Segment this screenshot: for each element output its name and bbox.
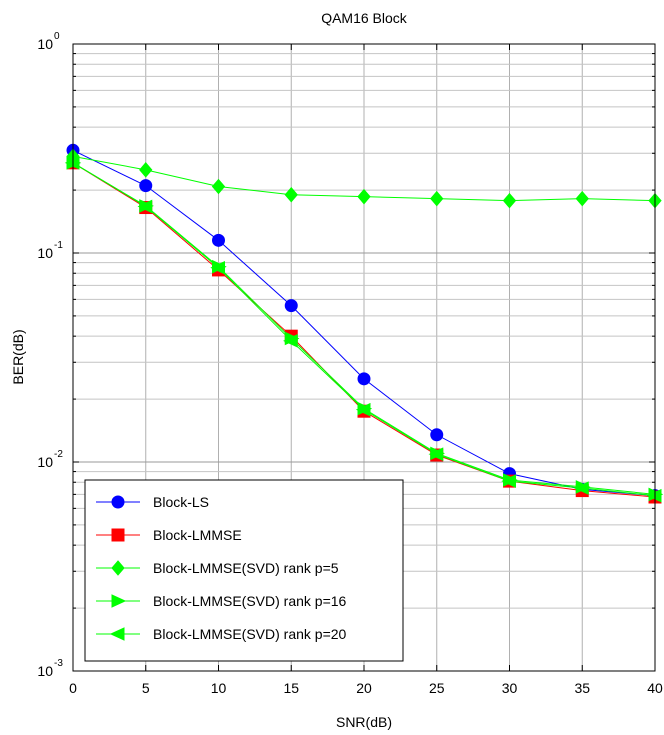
legend-label: Block-LMMSE [153,527,242,543]
x-tick-label: 25 [429,680,445,696]
data-point-triangle-left [137,199,153,214]
legend: Block-LS Block-LMMSE Block-LMMSE(SVD) rank… [84,479,404,662]
legend-item: Block-LMMSE(SVD) rank p=5 [96,560,339,576]
y-tick-exponent: -2 [54,449,63,460]
legend-label: Block-LMMSE(SVD) rank p=5 [153,560,339,576]
x-tick-labels: 0 5 10 15 20 25 30 35 40 [69,680,663,696]
legend-item: Block-LS [96,494,209,510]
legend-item: Block-LMMSE [96,527,242,543]
data-point-triangle-left [355,402,371,417]
legend-box [84,479,404,662]
data-point-triangle-left [501,474,516,488]
data-point-circle [212,233,225,247]
plot-frame [72,43,656,672]
data-point-circle [139,179,153,193]
data-point-diamond [211,178,226,195]
x-tick-label: 5 [142,680,150,696]
x-tick-label: 30 [502,680,518,696]
data-point-triangle-right [111,594,127,608]
x-tick-label: 35 [574,680,590,696]
y-tick-exponent: -3 [54,658,63,669]
data-point-triangle-left [574,481,589,495]
chart-title: QAM16 Block [321,10,408,26]
y-tick-label: 10 [37,663,53,679]
x-tick-label: 40 [647,680,663,696]
data-point-diamond [139,162,153,178]
x-tick-label: 20 [356,680,372,696]
data-point-triangle-left [283,334,298,348]
x-axis-label: SNR(dB) [336,714,392,730]
legend-item: Block-LMMSE(SVD) rank p=16 [96,593,347,609]
data-point-square [111,528,125,542]
data-point-triangle-left [210,260,225,275]
y-tick-label: 10 [37,36,53,52]
data-point-circle [284,299,298,313]
x-tick-label: 10 [211,680,227,696]
legend-label: Block-LS [153,494,209,510]
y-tick-label: 10 [37,245,53,261]
data-point-circle [111,495,125,509]
data-point-triangle-left [109,627,125,641]
data-point-diamond [111,560,125,576]
legend-label: Block-LMMSE(SVD) rank p=20 [153,626,347,642]
legend-item: Block-LMMSE(SVD) rank p=20 [96,626,347,642]
data-point-diamond [357,188,371,205]
data-point-diamond [575,190,589,207]
data-point-diamond [502,192,517,209]
data-point-circle [430,428,444,442]
y-tick-label: 10 [37,454,53,470]
data-point-circle [357,372,371,386]
data-point-triangle-left [428,447,444,461]
data-point-diamond [284,186,298,203]
y-tick-exponent: -1 [54,240,63,251]
x-tick-label: 0 [69,680,77,696]
legend-label: Block-LMMSE(SVD) rank p=16 [153,593,347,609]
x-tick-label: 15 [283,680,299,696]
series-4 [64,156,662,503]
y-tick-exponent: 0 [54,31,60,42]
y-axis-label: BER(dB) [10,329,26,384]
data-point-diamond [430,190,444,207]
plot-series [64,143,664,504]
